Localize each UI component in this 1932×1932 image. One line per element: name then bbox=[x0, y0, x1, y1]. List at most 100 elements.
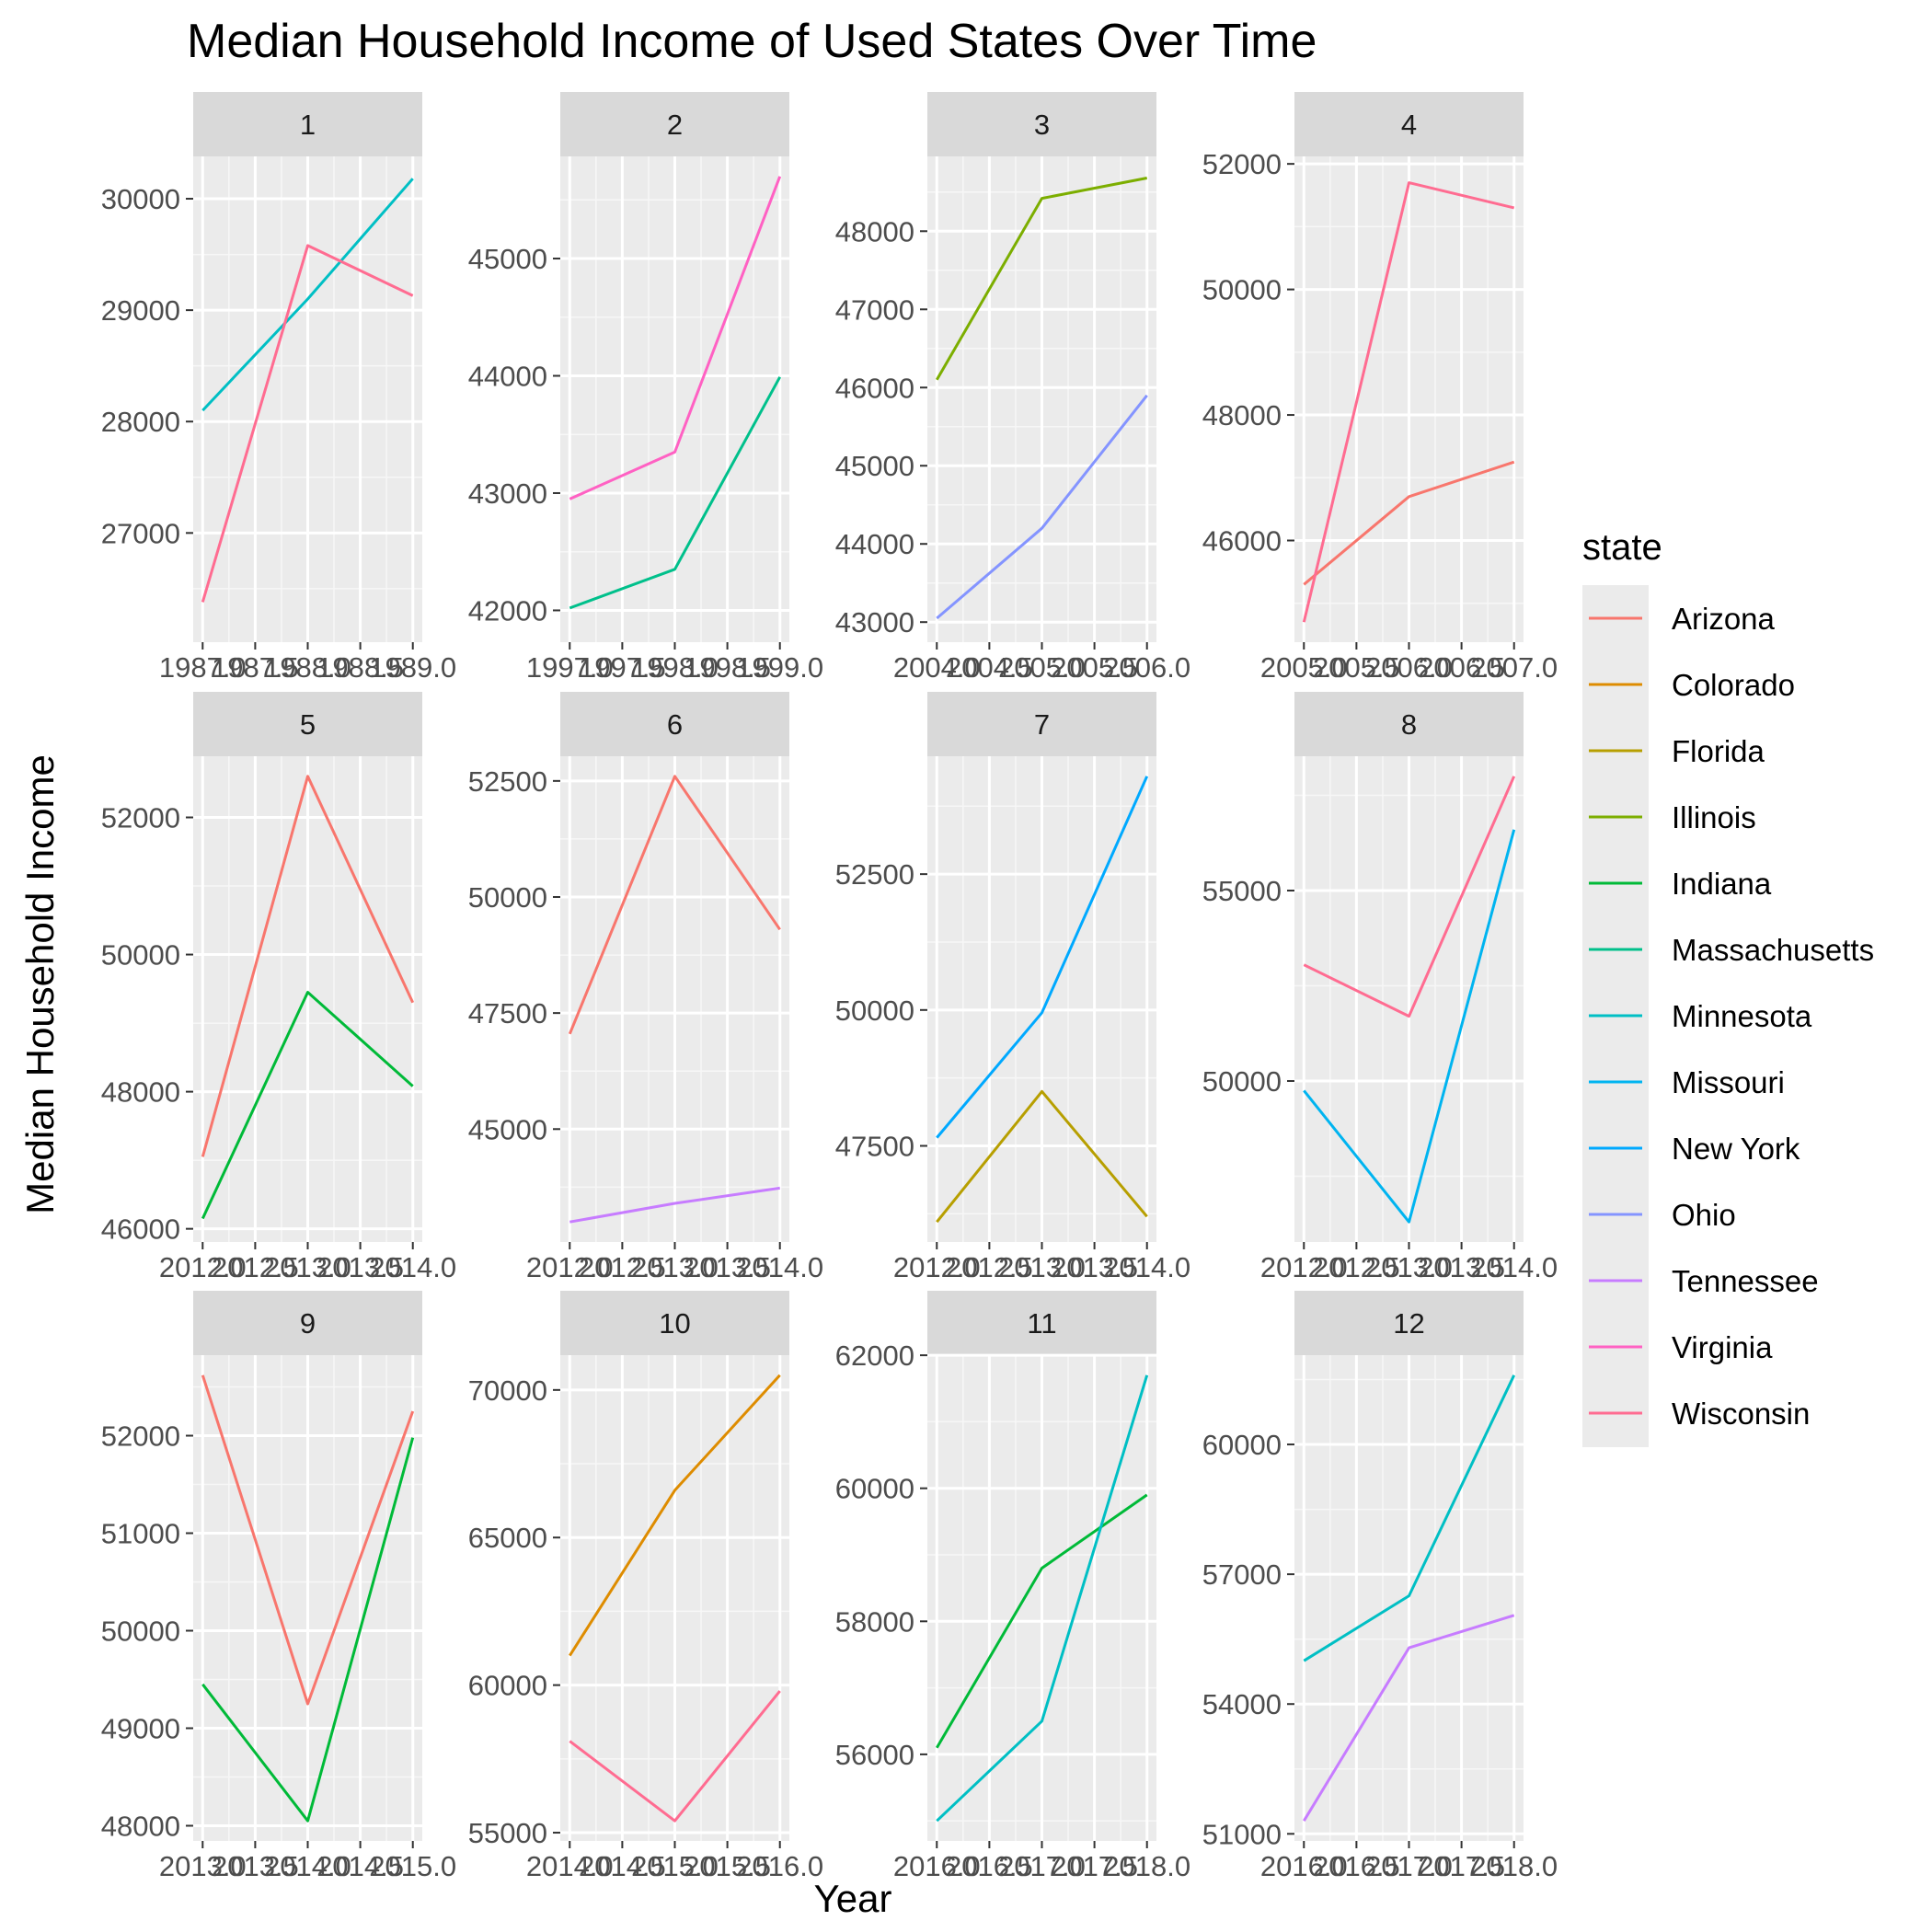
y-tick-label: 45000 bbox=[468, 1113, 547, 1145]
x-tick-label: 2006.5 bbox=[1418, 651, 1505, 684]
y-tick-label: 27000 bbox=[101, 517, 180, 549]
x-tick-label: 2006.0 bbox=[1365, 651, 1453, 684]
panel-strip-label: 9 bbox=[300, 1307, 316, 1340]
x-tick-label: 1988.0 bbox=[264, 651, 351, 684]
y-tick-label: 60000 bbox=[1202, 1429, 1282, 1461]
panel-strip bbox=[1294, 92, 1524, 156]
legend-item-florida: Florida bbox=[1589, 734, 1765, 768]
series-line-wisconsin bbox=[1303, 776, 1516, 1018]
x-axis-title: Year bbox=[814, 1877, 892, 1920]
x-tick-label: 1997.0 bbox=[526, 651, 614, 684]
chart-title: Median Household Income of Used States O… bbox=[187, 15, 1317, 68]
legend-label: Missouri bbox=[1672, 1065, 1785, 1099]
panel-strip-label: 1 bbox=[300, 109, 316, 141]
y-tick-label: 60000 bbox=[468, 1670, 547, 1702]
y-tick-label: 28000 bbox=[101, 406, 180, 438]
x-tick-label: 2016.5 bbox=[1313, 1850, 1400, 1882]
x-tick-label: 2016.5 bbox=[946, 1850, 1033, 1882]
y-tick-label: 44000 bbox=[468, 361, 547, 393]
legend-item-wisconsin: Wisconsin bbox=[1589, 1397, 1810, 1431]
legend-label: Minnesota bbox=[1672, 999, 1812, 1033]
series-line-tennessee bbox=[569, 1186, 780, 1224]
legend-label: Colorado bbox=[1672, 668, 1795, 702]
y-tick-label: 47000 bbox=[835, 293, 914, 326]
series-line-tennessee bbox=[1303, 1614, 1515, 1822]
x-tick-label: 2017.0 bbox=[998, 1850, 1086, 1882]
y-tick-label: 56000 bbox=[835, 1739, 914, 1771]
legend: state Arizona Colorado Florida Illinois Indi… bbox=[1582, 527, 1874, 1447]
y-tick-label: 52500 bbox=[468, 765, 547, 798]
legend-item-new-york: New York bbox=[1589, 1132, 1800, 1166]
legend-item-colorado: Colorado bbox=[1589, 668, 1795, 702]
panel-strip bbox=[193, 92, 422, 156]
panel-strip bbox=[1294, 692, 1524, 756]
legend-item-minnesota: Minnesota bbox=[1589, 999, 1812, 1033]
series-line-wisconsin bbox=[201, 244, 414, 603]
panel-strip bbox=[193, 1291, 422, 1355]
legend-label: Indiana bbox=[1672, 867, 1772, 901]
y-tick-label: 57000 bbox=[1202, 1558, 1282, 1591]
series-line-arizona bbox=[201, 1374, 415, 1706]
x-tick-label: 2012.0 bbox=[526, 1251, 614, 1283]
panel-strip bbox=[193, 692, 422, 756]
series-line-ohio bbox=[936, 394, 1148, 620]
x-tick-label: 1998.5 bbox=[684, 651, 771, 684]
series-line-wisconsin bbox=[569, 1690, 781, 1823]
legend-label: New York bbox=[1672, 1132, 1800, 1166]
panel-strip bbox=[927, 92, 1156, 156]
y-tick-label: 58000 bbox=[835, 1605, 914, 1638]
series-line-arizona bbox=[201, 775, 415, 1157]
panel-strip bbox=[927, 692, 1156, 756]
legend-items: Arizona Colorado Florida Illinois Indiana Mas… bbox=[1589, 602, 1874, 1431]
panel-strip-label: 5 bbox=[300, 708, 316, 741]
legend-item-massachusetts: Massachusetts bbox=[1589, 933, 1874, 967]
y-tick-label: 45000 bbox=[468, 243, 547, 275]
legend-label: Arizona bbox=[1672, 602, 1776, 636]
x-tick-label: 2014.5 bbox=[579, 1850, 666, 1882]
x-tick-label: 2013.0 bbox=[159, 1850, 247, 1882]
y-tick-label: 45000 bbox=[835, 450, 914, 482]
y-tick-label: 48000 bbox=[835, 215, 914, 247]
series-line-massachusetts bbox=[569, 376, 782, 610]
series-line-arizona bbox=[1303, 460, 1515, 586]
x-tick-label: 2012.5 bbox=[1313, 1251, 1400, 1283]
x-tick-label: 1999.0 bbox=[736, 651, 823, 684]
x-tick-label: 2012.5 bbox=[212, 1251, 299, 1283]
y-tick-label: 54000 bbox=[1202, 1688, 1282, 1720]
y-tick-label: 30000 bbox=[101, 183, 180, 215]
series-line-illinois bbox=[936, 177, 1147, 381]
y-tick-label: 48000 bbox=[101, 1811, 180, 1843]
y-tick-label: 55000 bbox=[1202, 875, 1282, 907]
y-tick-label: 46000 bbox=[835, 372, 914, 404]
y-axis-title: Median Household Income bbox=[18, 754, 62, 1214]
x-tick-label: 2013.5 bbox=[1051, 1251, 1138, 1283]
x-tick-label: 2012.5 bbox=[579, 1251, 666, 1283]
x-tick-label: 2004.5 bbox=[946, 651, 1033, 684]
panel-strip bbox=[1294, 1291, 1524, 1355]
y-tick-label: 44000 bbox=[835, 528, 914, 560]
panel-strip-label: 10 bbox=[659, 1307, 690, 1340]
x-tick-label: 2006.0 bbox=[1103, 651, 1190, 684]
x-tick-label: 1998.0 bbox=[631, 651, 719, 684]
x-tick-label: 2013.0 bbox=[264, 1251, 351, 1283]
y-tick-label: 42000 bbox=[468, 594, 547, 627]
legend-label: Massachusetts bbox=[1672, 933, 1874, 967]
x-tick-label: 2017.0 bbox=[1365, 1850, 1453, 1882]
x-tick-label: 2015.0 bbox=[631, 1850, 719, 1882]
series-line-new-york bbox=[936, 776, 1149, 1139]
legend-label: Florida bbox=[1672, 734, 1765, 768]
series-line-minnesota bbox=[936, 1374, 1149, 1823]
x-tick-label: 2013.5 bbox=[1418, 1251, 1505, 1283]
x-tick-label: 2013.0 bbox=[631, 1251, 719, 1283]
x-tick-label: 2016.0 bbox=[736, 1850, 823, 1882]
x-tick-label: 2005.0 bbox=[998, 651, 1086, 684]
x-tick-label: 2016.0 bbox=[893, 1850, 981, 1882]
y-tick-label: 65000 bbox=[468, 1522, 547, 1554]
